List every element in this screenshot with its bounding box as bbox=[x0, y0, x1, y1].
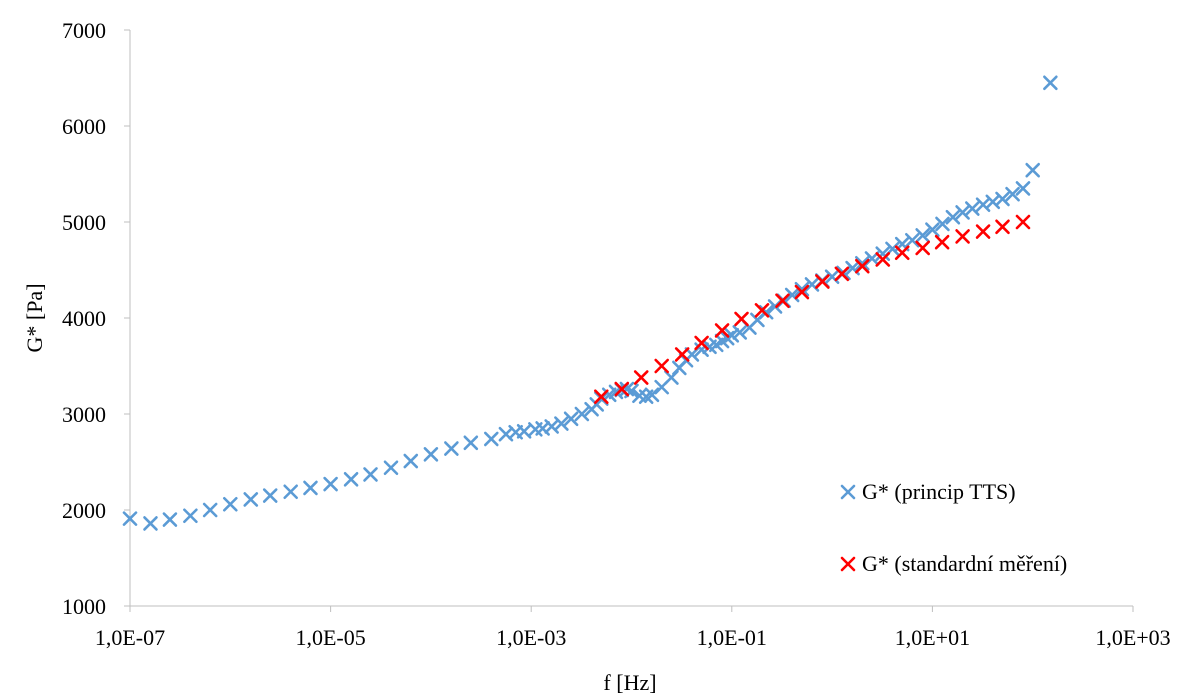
data-point bbox=[734, 311, 749, 327]
data-point bbox=[594, 389, 609, 405]
series-1 bbox=[122, 75, 1058, 531]
y-axis-label: G* [Pa] bbox=[22, 283, 47, 352]
x-tick-label: 1,0E-07 bbox=[95, 625, 165, 650]
legend-marker bbox=[840, 484, 856, 500]
data-point bbox=[775, 293, 790, 309]
data-point bbox=[614, 381, 630, 397]
data-point bbox=[854, 258, 870, 274]
data-point bbox=[995, 191, 1010, 207]
data-point bbox=[343, 471, 359, 487]
y-tick-label: 2000 bbox=[62, 498, 106, 523]
data-point bbox=[925, 222, 940, 237]
y-tick-label: 5000 bbox=[62, 210, 106, 235]
data-point bbox=[122, 511, 138, 526]
data-point bbox=[262, 488, 278, 503]
data-point bbox=[563, 411, 579, 427]
data-markers bbox=[122, 75, 1058, 531]
data-point bbox=[965, 201, 980, 216]
x-tick-label: 1,0E-01 bbox=[697, 625, 767, 650]
legend: G* (princip TTS) G* (standardní měření) bbox=[840, 479, 1067, 576]
data-point bbox=[1015, 214, 1031, 230]
data-point bbox=[834, 266, 850, 282]
data-point bbox=[875, 246, 891, 261]
data-point bbox=[1025, 162, 1040, 178]
data-point bbox=[674, 347, 690, 362]
x-tick-label: 1,0E-05 bbox=[295, 625, 365, 650]
data-point bbox=[162, 512, 178, 527]
data-point bbox=[904, 232, 920, 248]
data-point bbox=[758, 304, 774, 320]
data-point bbox=[854, 255, 870, 271]
data-point bbox=[945, 209, 961, 225]
y-axis-ticks: 1000 2000 3000 4000 5000 6000 7000 bbox=[62, 18, 130, 619]
data-point bbox=[463, 435, 479, 451]
data-point bbox=[915, 228, 930, 243]
data-point bbox=[243, 492, 259, 507]
legend-marker bbox=[840, 556, 856, 572]
data-point bbox=[724, 327, 740, 343]
data-point bbox=[934, 234, 950, 250]
data-point bbox=[483, 431, 499, 447]
data-point bbox=[694, 335, 709, 351]
data-point bbox=[1005, 186, 1020, 202]
data-point bbox=[955, 205, 970, 220]
data-point bbox=[935, 216, 950, 232]
data-point bbox=[754, 303, 770, 318]
data-point bbox=[995, 219, 1010, 235]
data-point bbox=[714, 323, 730, 338]
data-point bbox=[955, 229, 970, 244]
x-axis-ticks: 1,0E-07 1,0E-05 1,0E-03 1,0E-01 1,0E+01 1,0E+… bbox=[95, 606, 1171, 650]
data-point bbox=[654, 358, 669, 374]
data-point bbox=[1043, 75, 1058, 91]
data-point bbox=[183, 508, 198, 524]
data-point bbox=[444, 441, 459, 456]
x-tick-label: 1,0E+03 bbox=[1095, 625, 1170, 650]
data-point bbox=[574, 406, 590, 422]
data-point bbox=[423, 447, 439, 462]
data-point bbox=[323, 476, 338, 492]
data-point bbox=[732, 325, 748, 340]
data-point bbox=[403, 453, 419, 469]
legend-label: G* (standardní měření) bbox=[862, 551, 1067, 576]
data-point bbox=[894, 245, 910, 261]
data-point bbox=[223, 496, 238, 512]
data-point bbox=[202, 502, 218, 518]
y-tick-label: 6000 bbox=[62, 114, 106, 139]
y-tick-label: 7000 bbox=[62, 18, 106, 43]
series-2 bbox=[594, 214, 1031, 405]
data-point bbox=[303, 480, 318, 496]
data-point bbox=[383, 460, 399, 476]
data-point bbox=[975, 224, 991, 239]
y-tick-label: 3000 bbox=[62, 402, 106, 427]
legend-label: G* (princip TTS) bbox=[862, 479, 1016, 504]
data-point bbox=[644, 387, 660, 403]
data-point bbox=[554, 416, 569, 431]
data-point bbox=[363, 467, 378, 482]
x-tick-label: 1,0E+01 bbox=[895, 625, 970, 650]
y-tick-label: 4000 bbox=[62, 306, 106, 331]
data-point bbox=[794, 281, 810, 297]
data-point bbox=[1015, 181, 1031, 196]
y-tick-label: 1000 bbox=[62, 594, 106, 619]
axes bbox=[129, 30, 1133, 607]
data-point bbox=[633, 370, 649, 385]
x-axis-label: f [Hz] bbox=[603, 670, 656, 695]
x-tick-label: 1,0E-03 bbox=[496, 625, 566, 650]
data-point bbox=[594, 391, 609, 406]
data-point bbox=[794, 284, 810, 300]
data-point bbox=[815, 274, 830, 289]
data-point bbox=[143, 516, 158, 531]
data-point bbox=[283, 484, 298, 500]
data-point bbox=[875, 252, 891, 267]
data-point bbox=[915, 240, 930, 256]
